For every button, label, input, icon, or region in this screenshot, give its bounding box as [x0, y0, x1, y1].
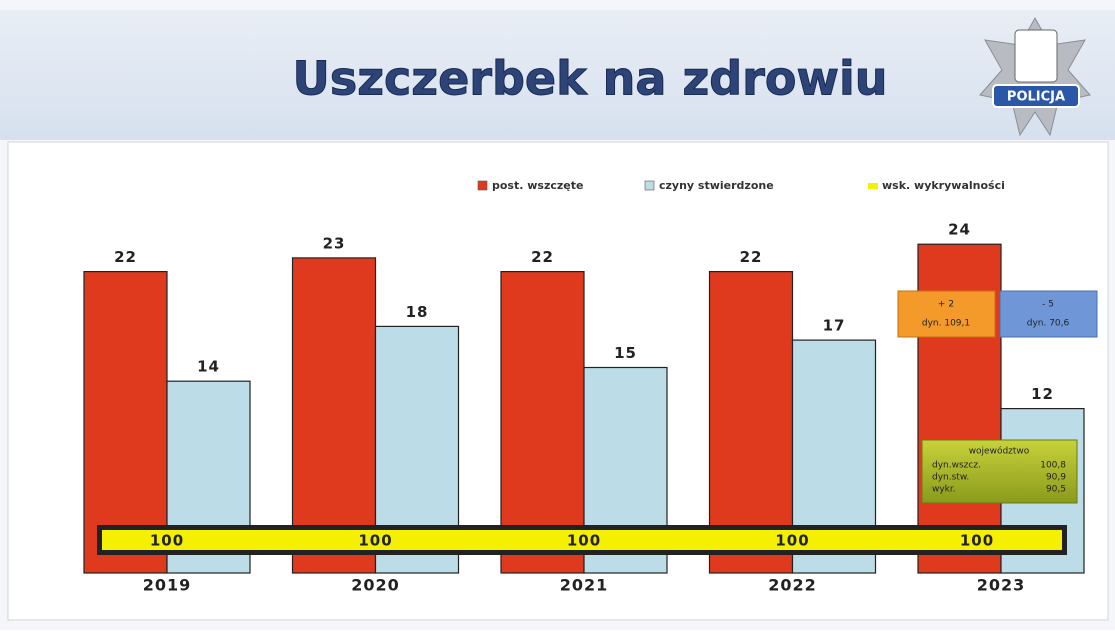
rate-segment [102, 530, 294, 550]
region-key: wykr. [932, 485, 956, 495]
legend-swatch [868, 183, 878, 189]
value-label: 23 [323, 234, 346, 252]
value-label: 22 [114, 248, 137, 266]
value-label: 22 [740, 248, 763, 266]
change-text: dyn. 109,1 [922, 319, 970, 329]
value-label: 17 [823, 317, 846, 335]
logo-plate [992, 84, 1080, 108]
value-label: 14 [197, 358, 220, 376]
rate-label: 100 [358, 532, 392, 550]
change-text: + 2 [938, 300, 954, 310]
x-tick-label: 2023 [977, 576, 1026, 595]
rate-label: 100 [960, 532, 994, 550]
region-title: województwo [969, 446, 1030, 457]
rate-segment [678, 530, 870, 550]
region-value: 90,9 [1046, 473, 1066, 483]
legend-label: post. wszczęte [492, 179, 583, 192]
rate-label: 100 [150, 532, 184, 550]
logo-shield [1014, 29, 1058, 83]
change-text: dyn. 70,6 [1027, 319, 1070, 329]
legend-swatch [644, 180, 655, 191]
x-tick-label: 2021 [560, 576, 609, 595]
rate-segment [870, 530, 1062, 550]
logo-text: POLICJA [1007, 90, 1065, 105]
chart-title: Uszczerbek na zdrowiu [293, 52, 888, 106]
header-band [0, 10, 1115, 140]
change-box [999, 290, 1098, 338]
x-tick-label: 2022 [768, 576, 817, 595]
legend-swatch [477, 180, 488, 191]
legend-label: czyny stwierdzone [659, 179, 774, 192]
bar [83, 271, 168, 574]
bar [500, 271, 585, 574]
value-label: 22 [531, 248, 554, 266]
value-label: 15 [614, 344, 637, 362]
change-text: - 5 [1042, 300, 1054, 310]
region-value: 100,8 [1040, 461, 1066, 471]
region-key: dyn.wszcz. [932, 461, 981, 471]
x-tick-label: 2020 [351, 576, 400, 595]
logo: POLICJA [979, 16, 1091, 137]
region-key: dyn.stw. [932, 473, 969, 483]
rate-segment [486, 530, 678, 550]
value-label: 12 [1031, 385, 1054, 403]
region-box [921, 439, 1078, 504]
x-tick-label: 2019 [143, 576, 192, 595]
value-label: 24 [948, 221, 971, 239]
bar [291, 257, 377, 574]
rate-segment [294, 530, 486, 550]
legend-label: wsk. wykrywalności [882, 179, 1005, 192]
bar [708, 271, 794, 574]
value-label: 18 [406, 303, 429, 321]
region-value: 90,5 [1046, 485, 1066, 495]
change-box [897, 290, 996, 338]
rate-label: 100 [775, 532, 809, 550]
rate-label: 100 [567, 532, 601, 550]
